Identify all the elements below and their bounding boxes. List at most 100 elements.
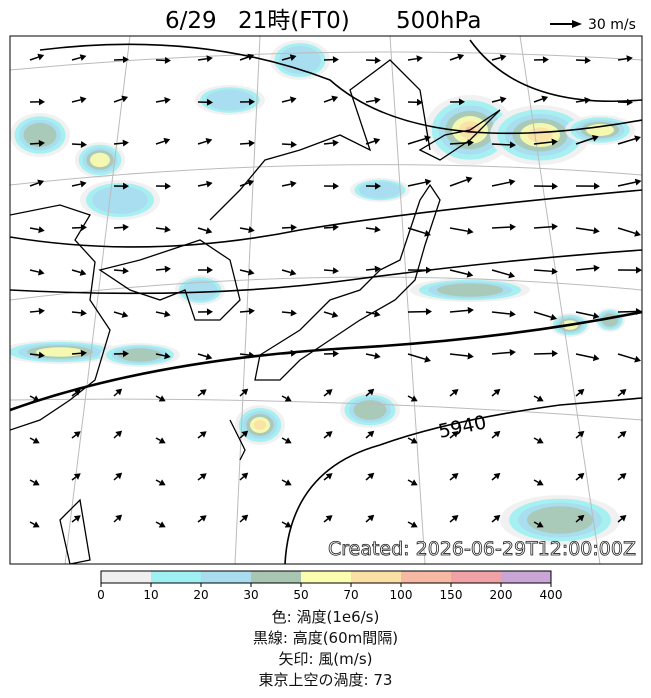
wind-arrow xyxy=(449,269,468,275)
wind-arrow-head xyxy=(536,521,544,528)
height-contours xyxy=(10,39,642,564)
wind-arrow-head xyxy=(206,308,213,316)
wind-arrow xyxy=(617,434,623,439)
colorbar-tick-label: 150 xyxy=(440,588,463,600)
wind-arrow xyxy=(449,309,468,313)
wind-arrow xyxy=(575,267,594,271)
wind-arrow xyxy=(239,310,250,313)
colorbar-tick-label: 400 xyxy=(540,588,563,600)
vorticity-blob xyxy=(253,420,267,430)
wind-arrow-head xyxy=(206,266,213,274)
wind-arrow-head xyxy=(542,56,549,64)
wind-arrow-head xyxy=(424,229,431,237)
wind-arrow-head xyxy=(584,56,591,64)
colorbar-tick-label: 100 xyxy=(390,588,413,600)
wind-arrow xyxy=(365,140,375,145)
wind-arrow xyxy=(239,227,249,231)
colorbar: 0 10 20 30 50 70 100 150 200 400 xyxy=(97,570,563,600)
wind-arrow xyxy=(365,476,371,481)
wind-arrow-head xyxy=(115,388,123,396)
wind-arrow xyxy=(449,227,468,232)
wind-arrow-head xyxy=(38,351,45,359)
wind-arrow-head xyxy=(158,437,166,444)
wind-arrow-head xyxy=(551,223,558,231)
wind-arrow-head xyxy=(593,264,600,272)
wind-arrow xyxy=(491,351,510,355)
wind-arrow-head xyxy=(584,97,591,104)
wind-arrow-head xyxy=(416,98,423,106)
wind-arrow-head xyxy=(163,137,171,145)
wind-arrow xyxy=(323,311,333,316)
wind-arrow xyxy=(197,140,207,145)
wind-arrow xyxy=(155,479,161,484)
caption-arrows: 矢印: 風(m/s) xyxy=(278,650,373,668)
wind-arrow-head xyxy=(591,134,599,142)
wind-arrow xyxy=(29,269,39,273)
wind-arrow xyxy=(575,518,581,523)
wind-arrow xyxy=(197,476,203,481)
wind-arrow xyxy=(281,183,291,187)
wind-arrow xyxy=(533,225,553,229)
colorbar-tick-label: 70 xyxy=(343,588,358,600)
wind-arrow xyxy=(239,182,249,187)
wind-arrow-head xyxy=(115,514,123,522)
wind-arrow-head xyxy=(374,182,381,190)
wind-arrow xyxy=(533,311,552,318)
wind-arrow-head xyxy=(289,54,297,61)
wind-arrow xyxy=(29,353,40,356)
wind-arrow-head xyxy=(493,430,501,438)
wind-arrow xyxy=(449,518,455,523)
wind-arrow xyxy=(449,142,469,145)
wind-arrow xyxy=(365,392,371,397)
wind-arrow xyxy=(197,434,203,439)
wind-arrow xyxy=(71,269,81,274)
wind-arrow xyxy=(323,476,329,481)
wind-arrow-head xyxy=(536,437,544,444)
wind-arrow xyxy=(113,98,123,103)
wind-arrow-head xyxy=(374,265,381,273)
wind-arrow xyxy=(575,353,594,359)
wind-arrow xyxy=(533,521,539,526)
wind-arrow xyxy=(323,142,334,145)
wind-arrow xyxy=(365,311,375,315)
wind-arrow xyxy=(617,181,636,187)
wind-arrow xyxy=(617,392,623,397)
wind-arrow-head xyxy=(80,140,87,148)
wind-arrow xyxy=(113,392,119,397)
wind-arrow-head xyxy=(290,309,297,317)
caption-lines: 黒線: 高度(60m間隔) xyxy=(252,629,399,647)
wind-arrow xyxy=(575,311,594,317)
wind-arrow-head xyxy=(626,98,633,106)
wind-arrow-head xyxy=(38,307,45,315)
wind-arrow-head xyxy=(374,56,381,64)
colorbar-tick-label: 20 xyxy=(193,588,208,600)
wind-arrow-head xyxy=(410,521,418,528)
wind-arrow-head xyxy=(289,96,297,104)
wind-arrow xyxy=(71,518,77,523)
wind-arrow-head xyxy=(199,431,207,438)
wind-arrow xyxy=(239,142,250,145)
wind-arrow-head xyxy=(241,430,249,438)
vorticity-blob xyxy=(90,152,110,168)
wind-arrow-head xyxy=(122,56,129,64)
wind-arrow-head xyxy=(158,479,166,486)
colorbar-tick-label: 200 xyxy=(490,588,513,600)
vorticity-blob xyxy=(182,279,218,301)
vorticity-blob xyxy=(527,127,553,143)
wind-arrow-head xyxy=(38,139,45,147)
wind-arrow-head xyxy=(458,98,465,106)
wind-arrow xyxy=(491,181,510,187)
vorticity-blob xyxy=(36,347,84,357)
wind-arrow-head xyxy=(619,472,627,480)
wind-arrow-head xyxy=(367,430,375,438)
wind-arrow xyxy=(71,311,82,314)
wind-arrow xyxy=(365,434,371,439)
wind-arrow-head xyxy=(38,98,45,106)
wind-arrow-head xyxy=(121,311,129,318)
wind-arrow-head xyxy=(73,389,81,396)
wind-arrow xyxy=(365,518,371,523)
wind-arrow-head xyxy=(158,395,166,402)
wind-arrow xyxy=(155,521,161,526)
wind-arrow xyxy=(113,226,124,229)
wind-arrow-head xyxy=(550,313,557,321)
